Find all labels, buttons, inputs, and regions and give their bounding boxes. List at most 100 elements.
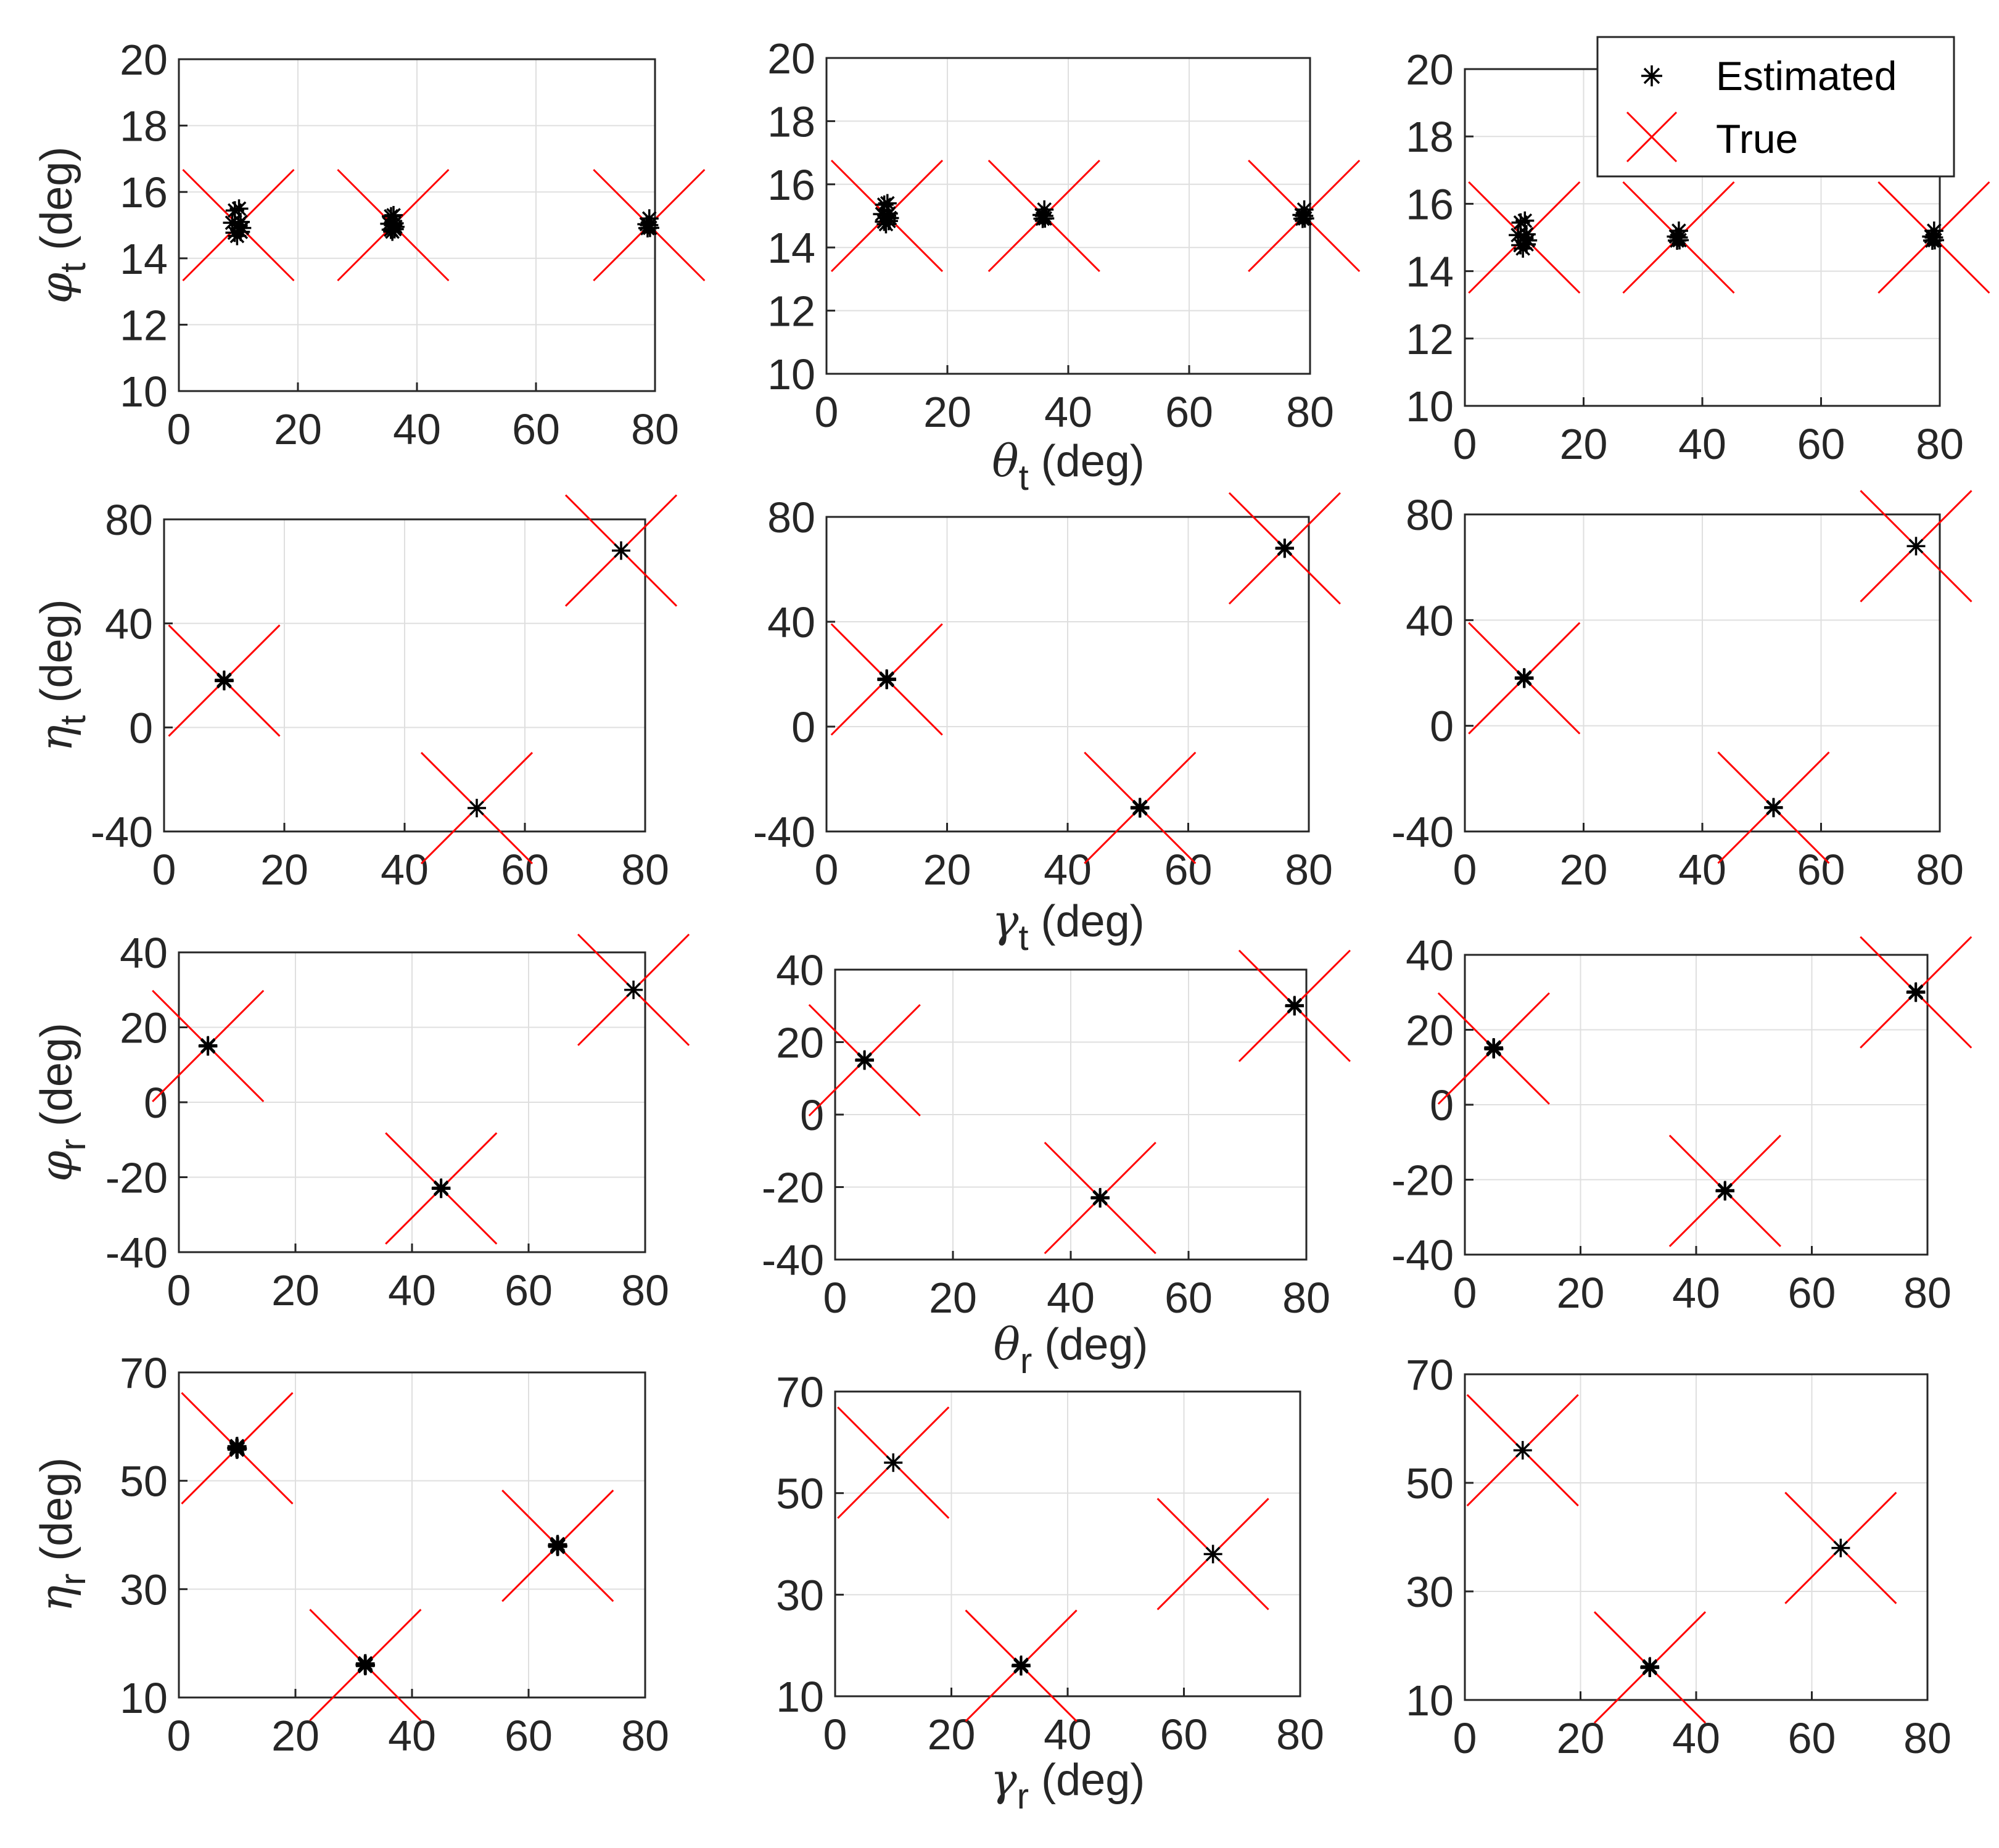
estimated-cluster xyxy=(1090,1187,1110,1208)
y-tick-label: 0 xyxy=(1430,1081,1454,1129)
estimated-cluster xyxy=(355,1654,375,1676)
estimated-cluster xyxy=(1922,221,1944,250)
x-tick-label: 0 xyxy=(1453,1269,1477,1317)
estimated-marker xyxy=(884,1453,903,1472)
estimated-marker xyxy=(855,1050,874,1070)
x-tick-label: 60 xyxy=(1165,388,1213,436)
xlabel-symbol: γ xyxy=(992,895,1019,947)
y-tick-label: 0 xyxy=(791,703,815,751)
xlabel-subscript: t xyxy=(1019,458,1029,498)
estimated-cluster xyxy=(468,799,486,818)
estimated-marker xyxy=(1667,227,1686,246)
x-tick-label: 20 xyxy=(274,405,322,453)
star-stroke xyxy=(1486,1041,1502,1057)
legend-true-label: True xyxy=(1716,116,1798,162)
estimated-cluster xyxy=(1715,1181,1735,1201)
x-tick-label: 40 xyxy=(393,405,441,453)
y-tick-label: 14 xyxy=(767,224,815,272)
estimated-cluster xyxy=(1292,200,1314,228)
x-tick-label: 20 xyxy=(923,388,971,436)
y-tick-label: -40 xyxy=(762,1236,824,1284)
x-tick-label: 60 xyxy=(1164,1274,1213,1322)
subplot-r3-c2: 0 20 40 60 80 -40 -20 0 20 40 xyxy=(762,946,1351,1322)
xlabel-unit: (deg) xyxy=(1029,437,1145,486)
y-tick-label: 16 xyxy=(1406,180,1454,228)
star-stroke xyxy=(876,197,892,212)
estimated-cluster xyxy=(1640,1657,1660,1678)
estimated-cluster xyxy=(884,1453,903,1472)
y-tick-label: 12 xyxy=(1406,315,1454,363)
x-axis-labels: θt (deg)γt (deg)θr (deg)γr (deg) xyxy=(991,435,1148,1817)
estimated-marker xyxy=(228,1439,247,1458)
x-tick-label: 80 xyxy=(1285,846,1333,894)
legend-true-marker-b xyxy=(1626,111,1678,163)
y-tick-label: -40 xyxy=(753,808,815,856)
x-tick-label: 60 xyxy=(505,1266,553,1314)
y-tick-label: 80 xyxy=(767,493,815,542)
x-tick-label: 80 xyxy=(1916,846,1964,894)
estimated-marker xyxy=(1831,1538,1850,1557)
data-markers xyxy=(1468,490,1972,864)
estimated-cluster xyxy=(1484,1038,1504,1059)
y-axis-label-row3: φr (deg) xyxy=(30,1023,93,1182)
estimated-marker xyxy=(1906,983,1925,1002)
y-tick-label: -40 xyxy=(1391,1231,1454,1279)
estimated-marker xyxy=(1131,798,1150,817)
y-tick-label: 20 xyxy=(120,1004,168,1052)
x-tick-label: 0 xyxy=(1453,846,1477,894)
y-tick-label: 40 xyxy=(767,598,815,646)
y-tick-label: 40 xyxy=(120,929,168,977)
estimated-marker xyxy=(228,226,247,245)
y-axis-labels: φt (deg)ηt (deg)φr (deg)ηr (deg) xyxy=(30,147,93,1612)
xlabel-subscript: r xyxy=(1020,1341,1032,1381)
estimated-marker xyxy=(637,215,656,234)
star-stroke xyxy=(882,210,897,226)
star-stroke xyxy=(358,1657,373,1673)
estimated-cluster xyxy=(1203,1545,1222,1564)
data-markers xyxy=(837,1406,1269,1722)
star-stroke xyxy=(1833,1540,1849,1556)
ylabel-subscript: t xyxy=(53,263,93,273)
y-tick-label: -40 xyxy=(105,1229,168,1277)
data-markers xyxy=(830,492,1341,864)
estimated-marker xyxy=(1513,1441,1532,1460)
x-tick-label: 60 xyxy=(1797,846,1845,894)
star-stroke xyxy=(1277,541,1292,556)
y-tick-label: 10 xyxy=(120,1674,168,1722)
data-markers xyxy=(830,159,1361,273)
y-tick-label: 10 xyxy=(767,350,815,398)
x-tick-label: 80 xyxy=(1903,1714,1952,1762)
x-tick-label: 20 xyxy=(1557,1269,1605,1317)
x-tick-label: 40 xyxy=(1044,1710,1092,1759)
estimated-cluster xyxy=(1514,668,1534,688)
subplot-r3-c1: 0 20 40 60 80 -40 -20 0 20 40 xyxy=(105,929,690,1314)
ylabel-symbol: η xyxy=(30,725,82,752)
star-stroke xyxy=(626,982,641,997)
data-markers xyxy=(182,168,706,282)
x-tick-label: 60 xyxy=(512,405,560,453)
estimated-cluster xyxy=(612,541,630,560)
star-stroke xyxy=(1519,226,1534,242)
x-tick-label: 40 xyxy=(1044,846,1092,894)
ylabel-subscript: t xyxy=(53,715,93,725)
xlabel-subscript: r xyxy=(1017,1776,1029,1817)
xlabel-unit: (deg) xyxy=(1032,1320,1148,1369)
estimated-marker xyxy=(225,201,244,220)
x-tick-label: 0 xyxy=(152,846,176,894)
ylabel-unit: (deg) xyxy=(32,599,81,715)
estimated-marker xyxy=(1011,1656,1030,1675)
x-tick-label: 60 xyxy=(1788,1714,1836,1762)
estimated-marker xyxy=(1285,996,1304,1015)
x-tick-label: 60 xyxy=(501,846,549,894)
y-tick-label: 0 xyxy=(129,704,153,752)
star-stroke xyxy=(1132,801,1148,815)
x-tick-label: 80 xyxy=(1282,1274,1330,1322)
y-tick-label: -20 xyxy=(1391,1157,1454,1205)
estimated-marker xyxy=(1275,538,1294,558)
x-tick-label: 0 xyxy=(167,1266,191,1314)
x-tick-label: 40 xyxy=(1678,846,1726,894)
estimated-marker xyxy=(431,1179,450,1198)
ylabel-unit: (deg) xyxy=(32,1023,81,1139)
